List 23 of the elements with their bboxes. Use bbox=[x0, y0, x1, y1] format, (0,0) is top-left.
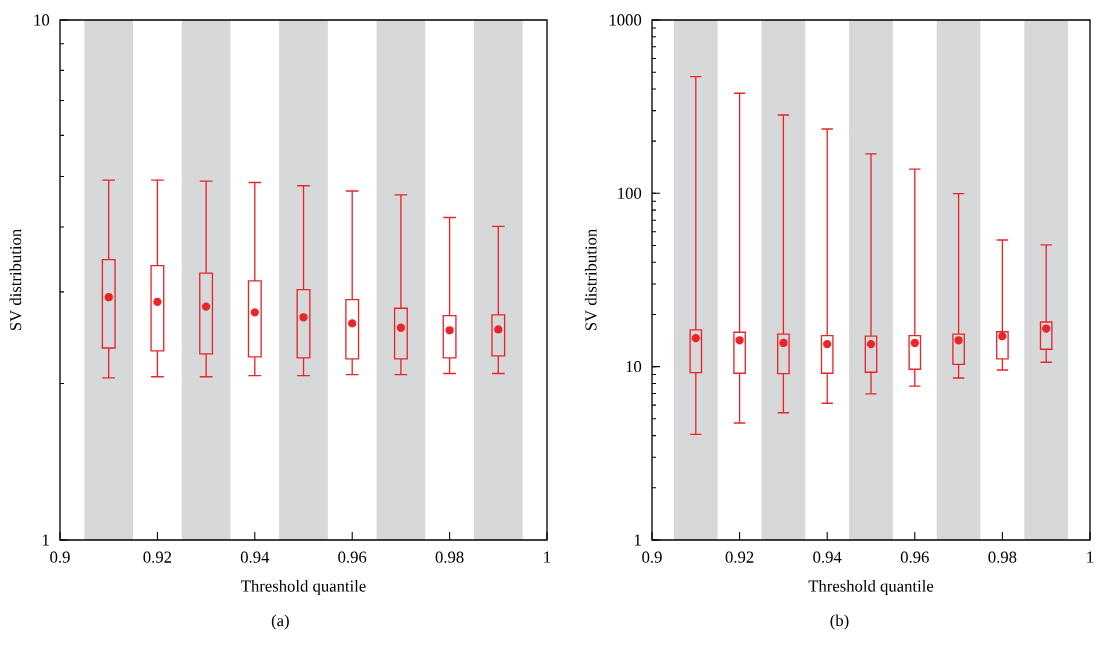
y-tick-label: 100 bbox=[618, 187, 642, 199]
y-tick-label: 10 bbox=[34, 14, 50, 26]
y-tick-label: 10 bbox=[626, 361, 642, 373]
x-tick-label: 0.92 bbox=[725, 551, 754, 563]
x-tick-label: 0.96 bbox=[900, 551, 929, 563]
text: (b) bbox=[830, 614, 849, 630]
x-axis-title: Threshold quantile bbox=[808, 579, 934, 596]
x-tick-label: 0.9 bbox=[642, 551, 662, 563]
x-tick-label: 1 bbox=[1087, 551, 1094, 563]
x-tick-label: 0.9 bbox=[50, 551, 70, 563]
y-axis-title: SV distribution bbox=[584, 229, 597, 331]
x-tick-label: 0.92 bbox=[143, 551, 172, 563]
y-tick-label: 1000 bbox=[609, 14, 642, 26]
x-axis-title: Threshold quantile bbox=[241, 579, 366, 596]
x-tick-label: 0.94 bbox=[813, 551, 842, 563]
x-tick-label: 0.94 bbox=[240, 551, 270, 563]
y-axis-title: SV distribution bbox=[9, 229, 22, 331]
x-tick-label: 0.98 bbox=[435, 551, 464, 563]
x-tick-label: 0.98 bbox=[988, 551, 1017, 563]
text: (a) bbox=[271, 614, 289, 630]
x-tick-label: 1 bbox=[544, 551, 551, 563]
x-tick-label: 0.96 bbox=[338, 551, 367, 563]
y-tick-label: 1 bbox=[634, 534, 641, 546]
